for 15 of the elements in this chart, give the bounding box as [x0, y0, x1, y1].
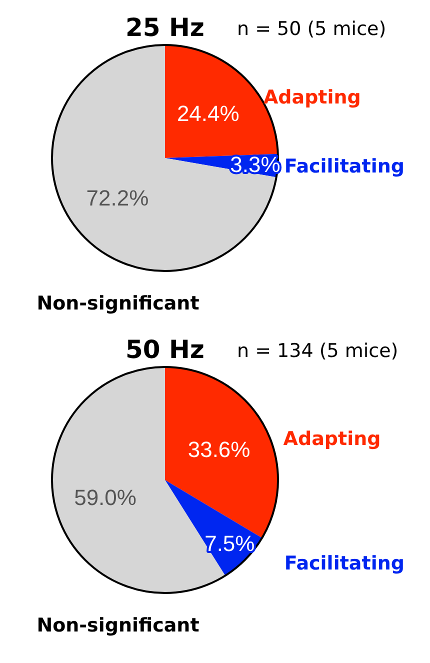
slice-label: Non-significant: [36, 614, 200, 637]
chart-subtitle: n = 134 (5 mice): [237, 340, 398, 362]
data-label: 33.6%: [188, 437, 250, 462]
data-label: 7.5%: [204, 530, 255, 556]
slice-label: Facilitating: [284, 552, 404, 575]
chart-title: 25 Hz: [126, 13, 204, 42]
data-label: 59.0%: [74, 484, 136, 510]
slice-label: Facilitating: [284, 156, 404, 178]
slice-label: Non-significant: [36, 292, 200, 315]
slice-label: Adapting: [263, 86, 361, 109]
slice-label: Adapting: [283, 428, 381, 450]
data-label: 24.4%: [176, 100, 240, 126]
data-label: 72.2%: [86, 186, 149, 211]
chart-title: 50 Hz: [126, 335, 204, 364]
chart-subtitle: n = 50 (5 mice): [237, 18, 386, 40]
